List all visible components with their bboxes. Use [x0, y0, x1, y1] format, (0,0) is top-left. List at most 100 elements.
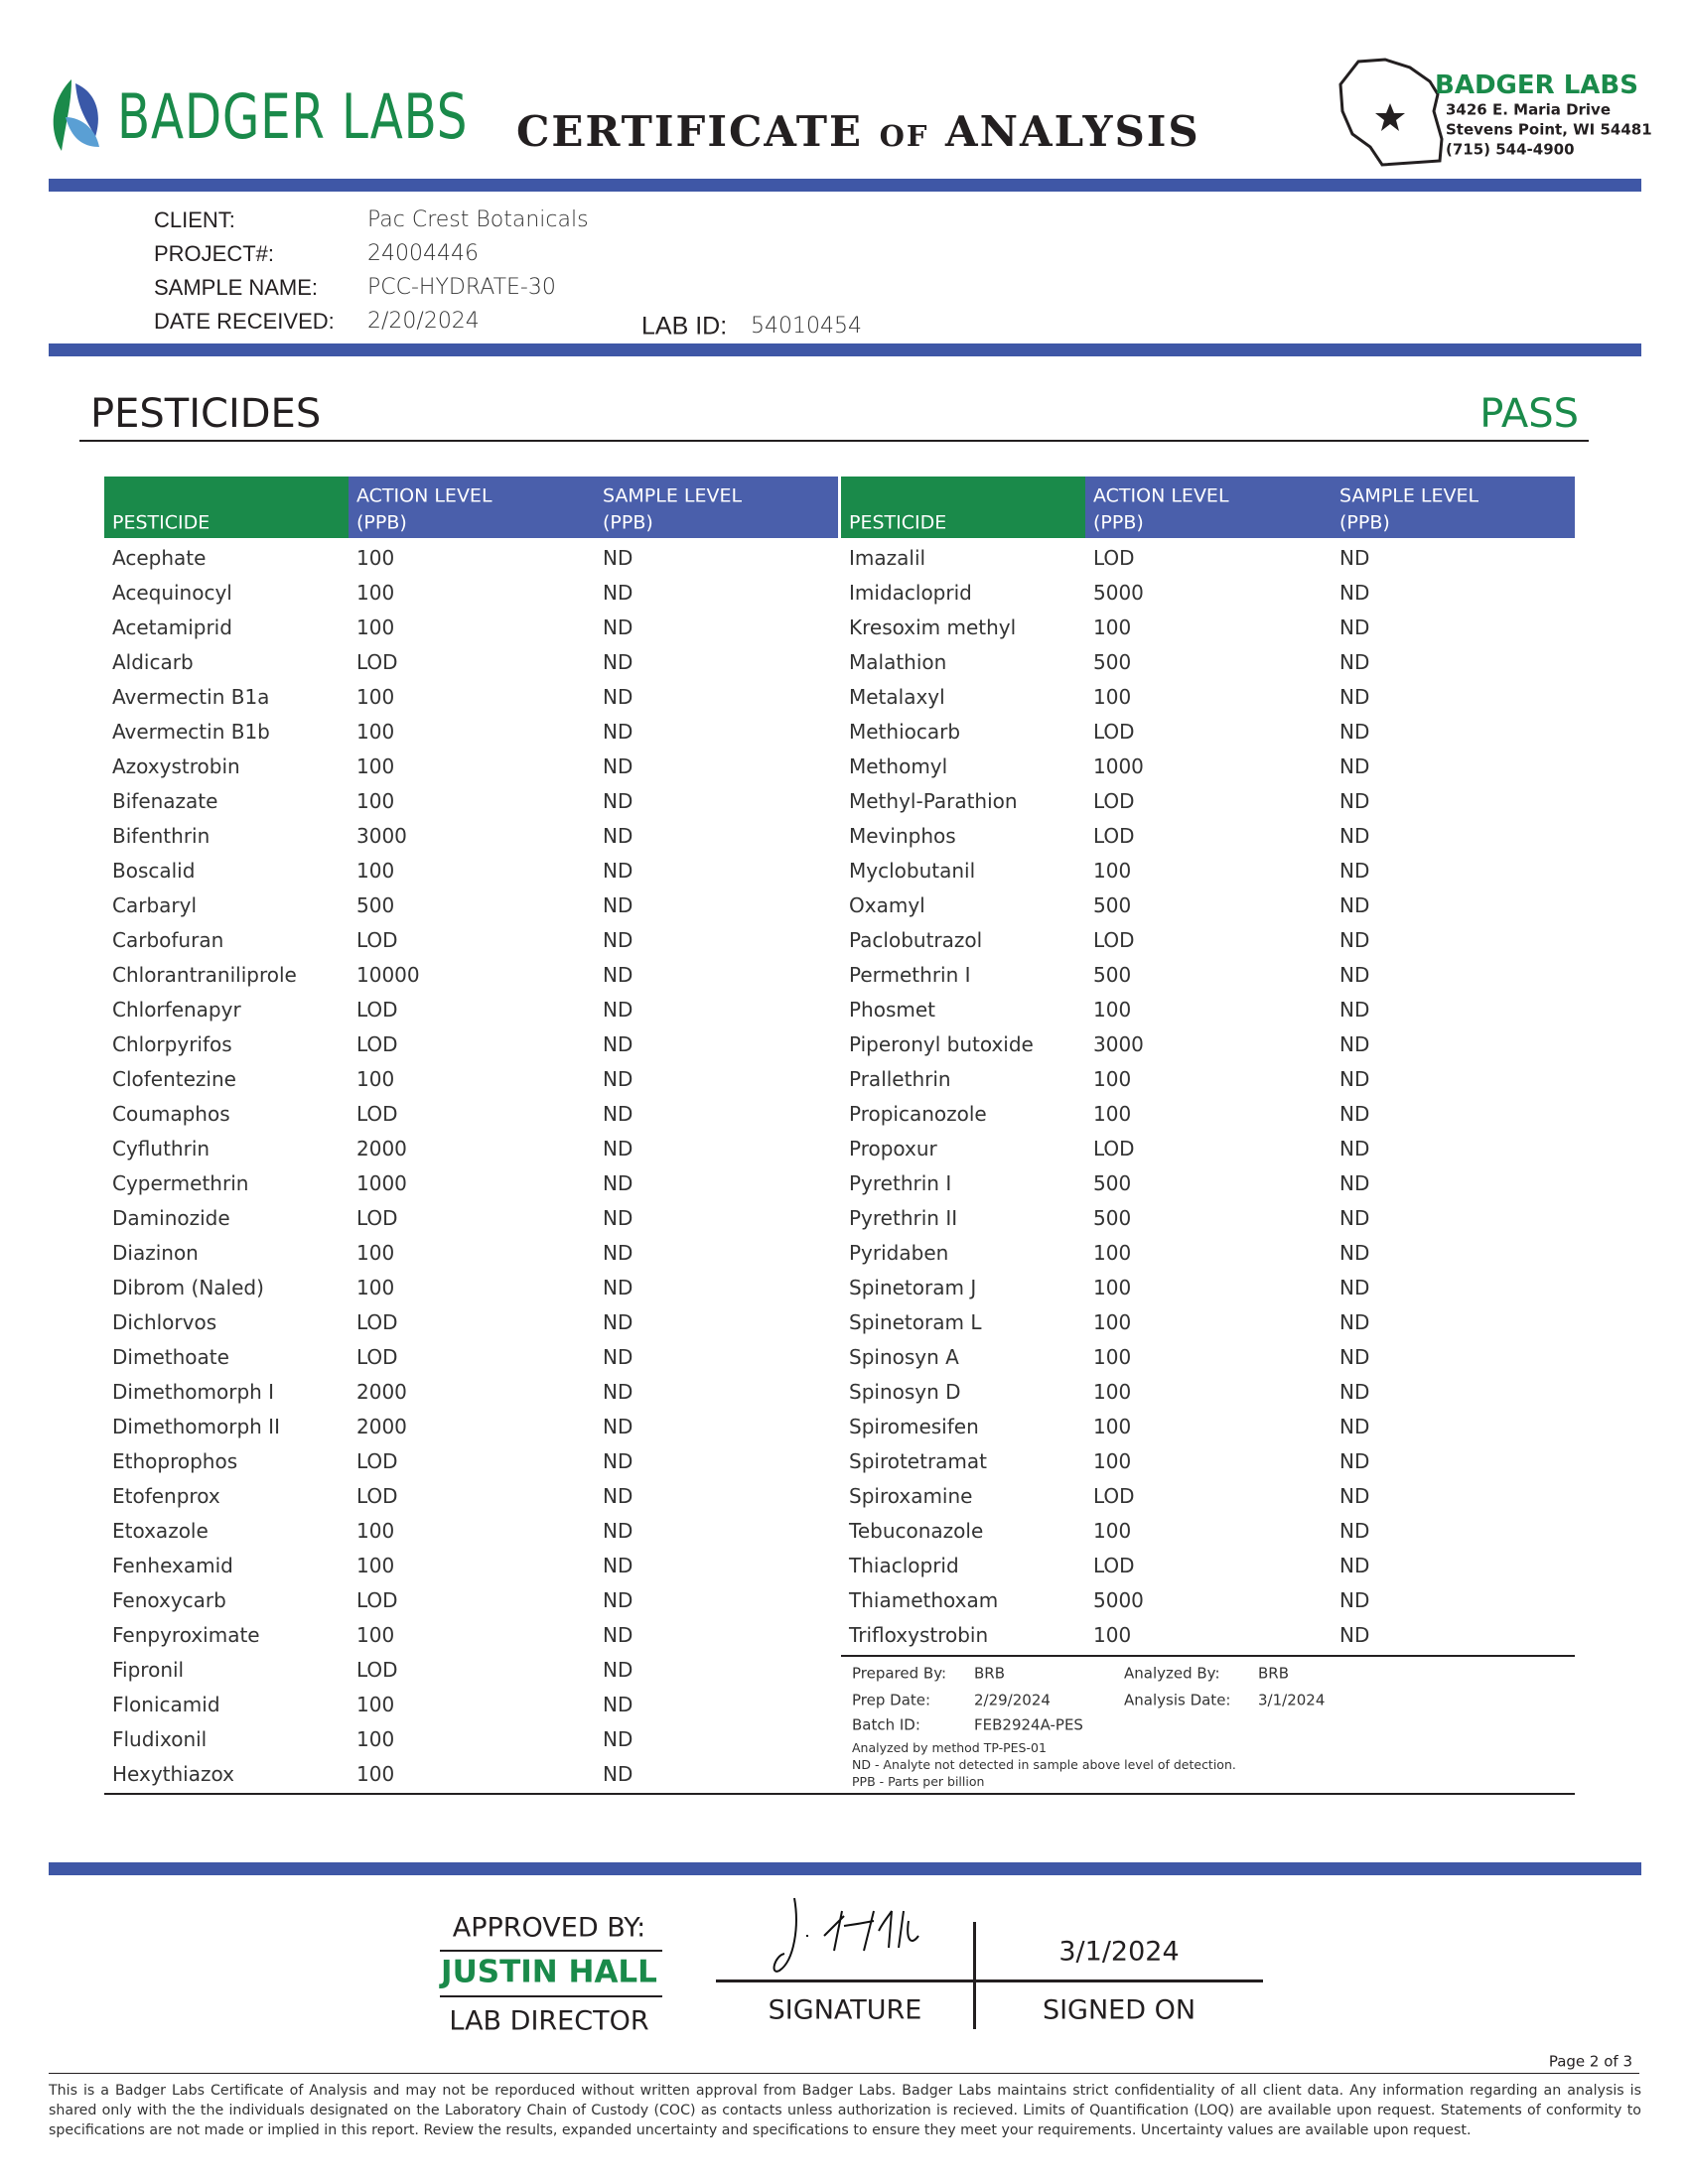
pesticide-name: Piperonyl butoxide: [849, 1032, 1034, 1056]
action-level: 2000: [356, 1415, 407, 1438]
sample-level: ND: [603, 1623, 633, 1647]
sample-level: ND: [603, 1658, 633, 1682]
action-level: 100: [1093, 1623, 1132, 1647]
column-header: ACTION LEVEL: [356, 484, 492, 507]
action-level: 100: [356, 1241, 395, 1265]
action-level: 100: [356, 1727, 395, 1751]
client-value: Pac Crest Botanicals: [367, 207, 589, 232]
sample-level: ND: [1339, 1380, 1370, 1404]
action-level: 2000: [356, 1380, 407, 1404]
sample-level: ND: [603, 1449, 633, 1473]
action-level: 100: [356, 546, 395, 570]
action-level: 500: [1093, 893, 1132, 917]
action-level: 100: [356, 1067, 395, 1091]
lab-id-value: 54010454: [751, 314, 862, 339]
page-number: Page 2 of 3: [1548, 2052, 1632, 2071]
column-unit: (PPB): [356, 511, 407, 534]
action-level: LOD: [1093, 1137, 1135, 1160]
column-unit: (PPB): [603, 511, 653, 534]
pesticide-name: Pyrethrin II: [849, 1206, 958, 1230]
pesticide-name: Acequinocyl: [112, 581, 232, 605]
column-unit: (PPB): [1339, 511, 1390, 534]
sample-level: ND: [1339, 1102, 1370, 1126]
sample-level: ND: [1339, 1032, 1370, 1056]
action-level: 3000: [1093, 1032, 1144, 1056]
section-result: PASS: [1479, 391, 1579, 437]
column-header: PESTICIDE: [112, 511, 211, 534]
address-phone: (715) 544-4900: [1446, 140, 1575, 159]
logo-text: BADGER LABS: [117, 80, 469, 153]
action-level: 500: [1093, 1171, 1132, 1195]
action-level: 100: [356, 581, 395, 605]
sample-level: ND: [603, 998, 633, 1022]
pesticide-name: Fenpyroximate: [112, 1623, 260, 1647]
note-value: BRB: [1258, 1664, 1290, 1683]
note-label: Batch ID:: [852, 1715, 920, 1734]
sample-level: ND: [1339, 581, 1370, 605]
action-level: 3000: [356, 824, 407, 848]
sample-level: ND: [603, 1137, 633, 1160]
action-level: 100: [1093, 1415, 1132, 1438]
action-level: 100: [1093, 1067, 1132, 1091]
pesticide-name: Methyl-Parathion: [849, 789, 1018, 813]
sample-level: ND: [1339, 1588, 1370, 1612]
sample-level: ND: [603, 928, 633, 952]
action-level: 500: [356, 893, 395, 917]
sample-level: ND: [1339, 859, 1370, 883]
note-value: 3/1/2024: [1258, 1691, 1326, 1709]
signature-line: [716, 1979, 1263, 1982]
note-value: BRB: [974, 1664, 1006, 1683]
sample-level: ND: [1339, 615, 1370, 639]
pesticide-name: Cypermethrin: [112, 1171, 249, 1195]
header-cell: [1085, 477, 1575, 538]
pesticide-name: Diazinon: [112, 1241, 199, 1265]
action-level: 100: [1093, 1276, 1132, 1299]
action-level: LOD: [356, 1658, 398, 1682]
note-value: FEB2924A-PES: [974, 1715, 1083, 1734]
sample-level: ND: [1339, 1449, 1370, 1473]
action-level: 1000: [1093, 754, 1144, 778]
table-rule: [841, 1655, 1575, 1657]
column-header: SAMPLE LEVEL: [603, 484, 743, 507]
note-text: ND - Analyte not detected in sample abov…: [852, 1756, 1236, 1772]
signature-divider: [973, 1922, 976, 2029]
pesticide-name: Thiacloprid: [849, 1554, 959, 1577]
action-level: LOD: [356, 650, 398, 674]
sample-level: ND: [603, 1588, 633, 1612]
address-line: 3426 E. Maria Drive: [1446, 100, 1612, 119]
action-level: 100: [356, 754, 395, 778]
note-label: Analysis Date:: [1124, 1691, 1231, 1709]
pesticide-name: Mevinphos: [849, 824, 956, 848]
action-level: 100: [356, 1693, 395, 1716]
action-level: 100: [356, 615, 395, 639]
client-value: 2/20/2024: [367, 309, 480, 334]
divider-bar: [49, 1862, 1641, 1875]
pesticide-name: Aldicarb: [112, 650, 194, 674]
pesticide-name: Spirotetramat: [849, 1449, 988, 1473]
signed-date: 3/1/2024: [1058, 1936, 1180, 1968]
approval-rule: [440, 1995, 662, 1997]
pesticide-name: Oxamyl: [849, 893, 925, 917]
pesticide-name: Acetamiprid: [112, 615, 232, 639]
pesticide-name: Chlorpyrifos: [112, 1032, 232, 1056]
pesticide-name: Methomyl: [849, 754, 948, 778]
action-level: 100: [1093, 998, 1132, 1022]
sample-level: ND: [1339, 928, 1370, 952]
signature: [773, 1897, 919, 1973]
note-label: Prep Date:: [852, 1691, 931, 1709]
pesticide-name: Avermectin B1a: [112, 685, 270, 709]
pesticide-name: Kresoxim methyl: [849, 615, 1017, 639]
action-level: 100: [356, 1554, 395, 1577]
divider-bar: [49, 179, 1641, 192]
sample-level: ND: [1339, 720, 1370, 744]
pesticide-name: Acephate: [112, 546, 207, 570]
action-level: 100: [1093, 1449, 1132, 1473]
address-name: BADGER LABS: [1435, 70, 1638, 100]
action-level: LOD: [1093, 1554, 1135, 1577]
sample-level: ND: [1339, 1137, 1370, 1160]
pesticide-name: Clofentezine: [112, 1067, 236, 1091]
sample-level: ND: [603, 1206, 633, 1230]
action-level: LOD: [356, 1310, 398, 1334]
sample-level: ND: [603, 685, 633, 709]
